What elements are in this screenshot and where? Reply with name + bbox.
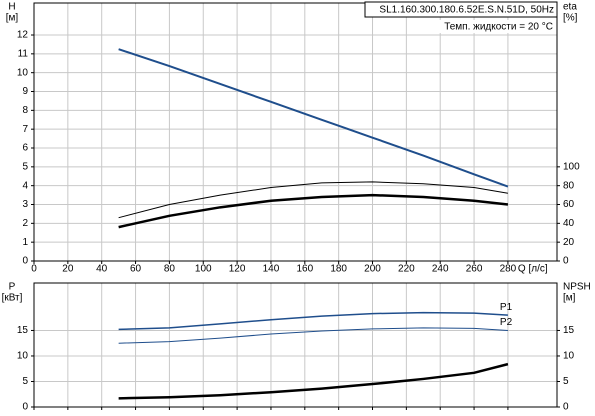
line-label: P1 (500, 302, 513, 313)
y2-tick-label: 0 (563, 402, 569, 413)
y2-tick-label: 100 (563, 161, 580, 172)
series-line (118, 327, 508, 344)
y2-tick-label: 5 (563, 376, 569, 387)
y-axis-label: [кВт] (2, 293, 23, 304)
x-tick-label: 60 (130, 264, 142, 275)
chart-subtitle: Темп. жидкости = 20 °C (444, 22, 553, 33)
series-line (118, 311, 508, 331)
chart-title: SL1.160.300.180.6.52E.S.N.51D, 50Hz (379, 5, 554, 16)
line-label: P2 (500, 317, 513, 328)
x-tick-label: 280 (500, 264, 517, 275)
x-tick-label: 20 (62, 264, 74, 275)
y-tick-label: 11 (18, 48, 29, 59)
y-tick-label: 4 (22, 180, 28, 191)
series-line (118, 181, 508, 219)
x-tick-label: 260 (466, 264, 483, 275)
y2-tick-label: 0 (563, 256, 569, 267)
x-tick-label: 180 (330, 264, 347, 275)
x-tick-label: 40 (96, 264, 108, 275)
y-tick-label: 8 (22, 105, 28, 116)
y-tick-label: 9 (22, 86, 28, 97)
title-box (364, 1, 558, 18)
x-axis-label: Q [л/с] (518, 264, 548, 275)
y-axis-label: P (9, 282, 16, 293)
y-tick-label: 15 (17, 325, 29, 336)
y-tick-label: 12 (17, 30, 29, 41)
series-line (118, 48, 509, 188)
y2-tick-label: 15 (563, 325, 575, 336)
y-tick-label: 5 (22, 161, 28, 172)
subtitle-bg (430, 20, 554, 33)
y-tick-label: 1 (22, 237, 28, 248)
y-tick-label: 7 (22, 124, 28, 135)
y-tick-label: 10 (17, 351, 29, 362)
x-tick-label: 100 (195, 264, 212, 275)
y-axis-label: H (8, 2, 15, 13)
y2-tick-label: 40 (563, 218, 575, 229)
y2-axis-label: eta (563, 2, 577, 13)
x-tick-label: 0 (31, 264, 37, 275)
plot-frame (33, 282, 558, 408)
series-line (118, 193, 509, 229)
y2-tick-label: 60 (563, 199, 575, 210)
y2-tick-label: 10 (563, 351, 575, 362)
x-tick-label: 80 (164, 264, 176, 275)
x-tick-label: 220 (398, 264, 415, 275)
y-axis-label: [м] (6, 13, 19, 24)
x-tick-label: 160 (296, 264, 313, 275)
y2-tick-label: 80 (563, 180, 575, 191)
y-tick-label: 2 (22, 218, 28, 229)
x-tick-label: 140 (263, 264, 280, 275)
x-tick-label: 120 (229, 264, 246, 275)
y-tick-label: 0 (22, 256, 28, 267)
y-tick-label: 5 (22, 376, 28, 387)
y-tick-label: 3 (22, 199, 28, 210)
y2-tick-label: 20 (563, 237, 575, 248)
y-tick-label: 10 (17, 67, 29, 78)
plot-frame (33, 2, 558, 262)
series-line (118, 362, 509, 400)
y2-axis-label: [%] (563, 13, 578, 24)
y-tick-label: 0 (22, 402, 28, 413)
y2-axis-label: NPSH (563, 282, 591, 293)
y-tick-label: 6 (22, 143, 28, 154)
y2-axis-label: [м] (563, 293, 576, 304)
x-tick-label: 200 (364, 264, 381, 275)
x-tick-label: 240 (432, 264, 449, 275)
